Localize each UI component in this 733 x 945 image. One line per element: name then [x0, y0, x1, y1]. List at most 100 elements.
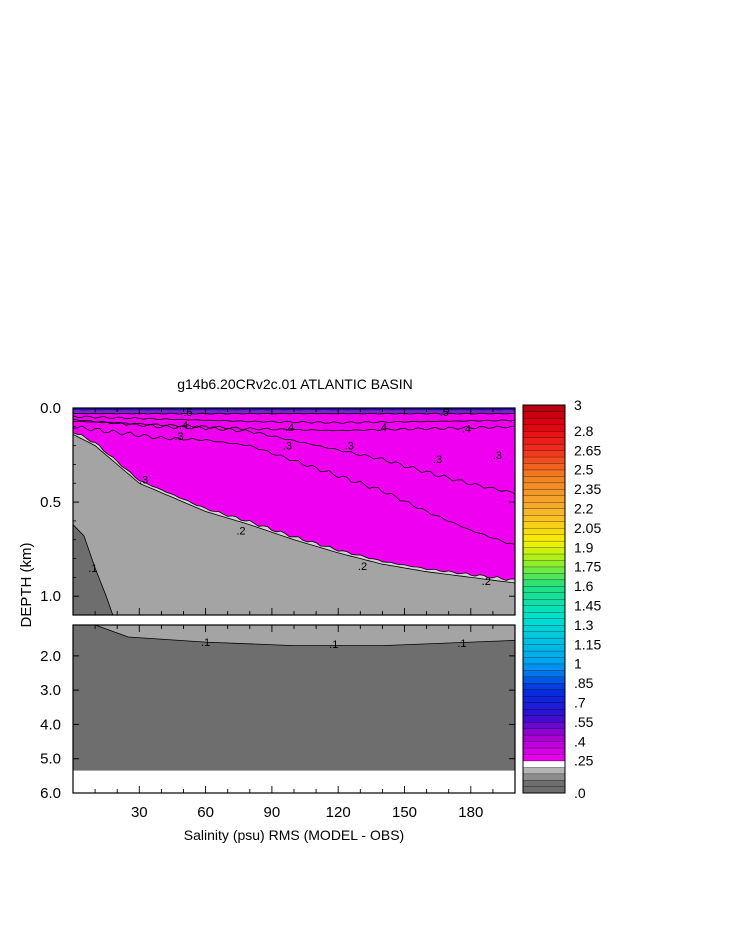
x-tick-label: 150	[392, 804, 417, 821]
x-axis-label: Salinity (psu) RMS (MODEL - OBS)	[184, 827, 404, 843]
contour-label: .4	[179, 420, 188, 432]
contour-label: .4	[462, 424, 471, 436]
colorbar-cell	[522, 779, 566, 787]
colorbar-cell	[522, 650, 566, 658]
contour-label: .5	[183, 407, 192, 419]
colorbar-label: 1.3	[574, 617, 594, 633]
y-tick-label: 0.5	[40, 494, 61, 511]
colorbar-cell	[522, 592, 566, 600]
colorbar-cell	[522, 766, 566, 775]
colorbar-cell	[522, 521, 566, 529]
colorbar-cell	[522, 605, 566, 613]
colorbar-cell	[522, 404, 566, 412]
colorbar-label: .0	[574, 785, 586, 801]
colorbar-cell	[522, 443, 566, 451]
colorbar-cell	[522, 741, 566, 749]
y-axis-ticks: 0.0 0.5 1.0 2.0 3.0 4.0 5.0 6.0	[40, 400, 515, 802]
contour-label: .4	[378, 422, 387, 434]
colorbar-cell	[522, 669, 566, 678]
contour-line-0.3	[73, 425, 515, 545]
colorbar-cell	[522, 618, 566, 626]
y-tick-label: 4.0	[40, 716, 61, 733]
colorbar-cell	[522, 734, 566, 742]
contour-label: .3	[493, 450, 502, 462]
colorbar-cell	[522, 411, 566, 419]
colorbar-cell	[522, 572, 566, 581]
x-tick-label: 60	[197, 804, 214, 821]
contour-label: .3	[139, 475, 148, 487]
colorbar-label: .7	[574, 694, 586, 710]
y-tick-label: 5.0	[40, 751, 61, 768]
colorbar-cell	[522, 488, 566, 496]
colorbar-cell	[522, 624, 566, 632]
lower-panel-fills	[73, 625, 515, 793]
colorbar	[522, 404, 566, 794]
colorbar-cell	[522, 424, 566, 432]
colorbar-cell	[522, 657, 566, 665]
x-tick-label: 120	[326, 804, 351, 821]
colorbar-cell	[522, 495, 566, 503]
colorbar-cell	[522, 663, 566, 671]
colorbar-cell	[522, 482, 566, 490]
colorbar-label: 1	[574, 656, 582, 672]
colorbar-cell	[522, 463, 566, 471]
colorbar-cell	[522, 540, 566, 548]
colorbar-cell	[522, 644, 566, 652]
colorbar-label: 1.15	[574, 636, 601, 652]
colorbar-cell	[522, 689, 566, 697]
contour-label: .3	[174, 431, 183, 443]
y-tick-label: 0.0	[40, 400, 61, 417]
colorbar-cell	[522, 702, 566, 710]
colorbar-label: 2.65	[574, 442, 601, 458]
colorbar-cell	[522, 553, 566, 561]
colorbar-label: .25	[574, 753, 594, 769]
colorbar-label: 2.8	[574, 423, 594, 439]
contour-label: .3	[345, 441, 354, 453]
colorbar-label: .85	[574, 675, 594, 691]
colorbar-cell	[522, 682, 566, 690]
contour-label: .1	[201, 637, 210, 649]
colorbar-cell	[522, 437, 566, 445]
colorbar-cell	[522, 430, 566, 438]
colorbar-cell	[522, 585, 566, 593]
contour-line-0.1-lower	[94, 625, 515, 646]
colorbar-cell	[522, 501, 566, 509]
y-axis-label: DEPTH (km)	[18, 543, 35, 628]
colorbar-cell	[522, 469, 566, 477]
colorbar-cell	[522, 715, 566, 723]
contour-label: .4	[285, 422, 294, 434]
colorbar-cell	[522, 514, 566, 522]
colorbar-cell	[522, 456, 566, 464]
colorbar-cell	[522, 721, 566, 729]
region-0.25-0.5	[73, 408, 515, 581]
colorbar-label: .55	[574, 714, 594, 730]
contour-label: .2	[236, 525, 245, 537]
contour-line-0.5	[73, 412, 515, 415]
contour-label: .2	[482, 576, 491, 588]
colorbar-cell	[522, 566, 566, 574]
x-tick-label: 30	[131, 804, 148, 821]
colorbar-cell	[522, 598, 566, 606]
contour-line-0.2	[73, 433, 515, 584]
colorbar-cell	[522, 475, 566, 484]
colorbar-label: 1.45	[574, 597, 601, 613]
colorbar-cell	[522, 527, 566, 535]
colorbar-label: 2.05	[574, 520, 601, 536]
contour-label: .3	[283, 441, 292, 453]
colorbar-cell	[522, 760, 566, 768]
colorbar-cell	[522, 637, 566, 645]
x-tick-label: 90	[264, 804, 281, 821]
contour-label: .2	[358, 561, 367, 573]
colorbar-cell	[522, 747, 566, 755]
y-tick-label: 3.0	[40, 682, 61, 699]
colorbar-cell	[522, 534, 566, 542]
colorbar-cell	[522, 676, 566, 684]
y-tick-label: 2.0	[40, 648, 61, 665]
contour-label: .1	[88, 563, 97, 575]
colorbar-cell	[522, 631, 566, 639]
colorbar-cell	[522, 611, 566, 619]
colorbar-cell	[522, 695, 566, 703]
contour-labels: .1.2.2.2.3.3.3.3.3.3.4.4.4.4.5.5.1.1.1	[88, 407, 502, 651]
colorbar-label: 1.75	[574, 559, 601, 575]
colorbar-label: 2.35	[574, 481, 601, 497]
